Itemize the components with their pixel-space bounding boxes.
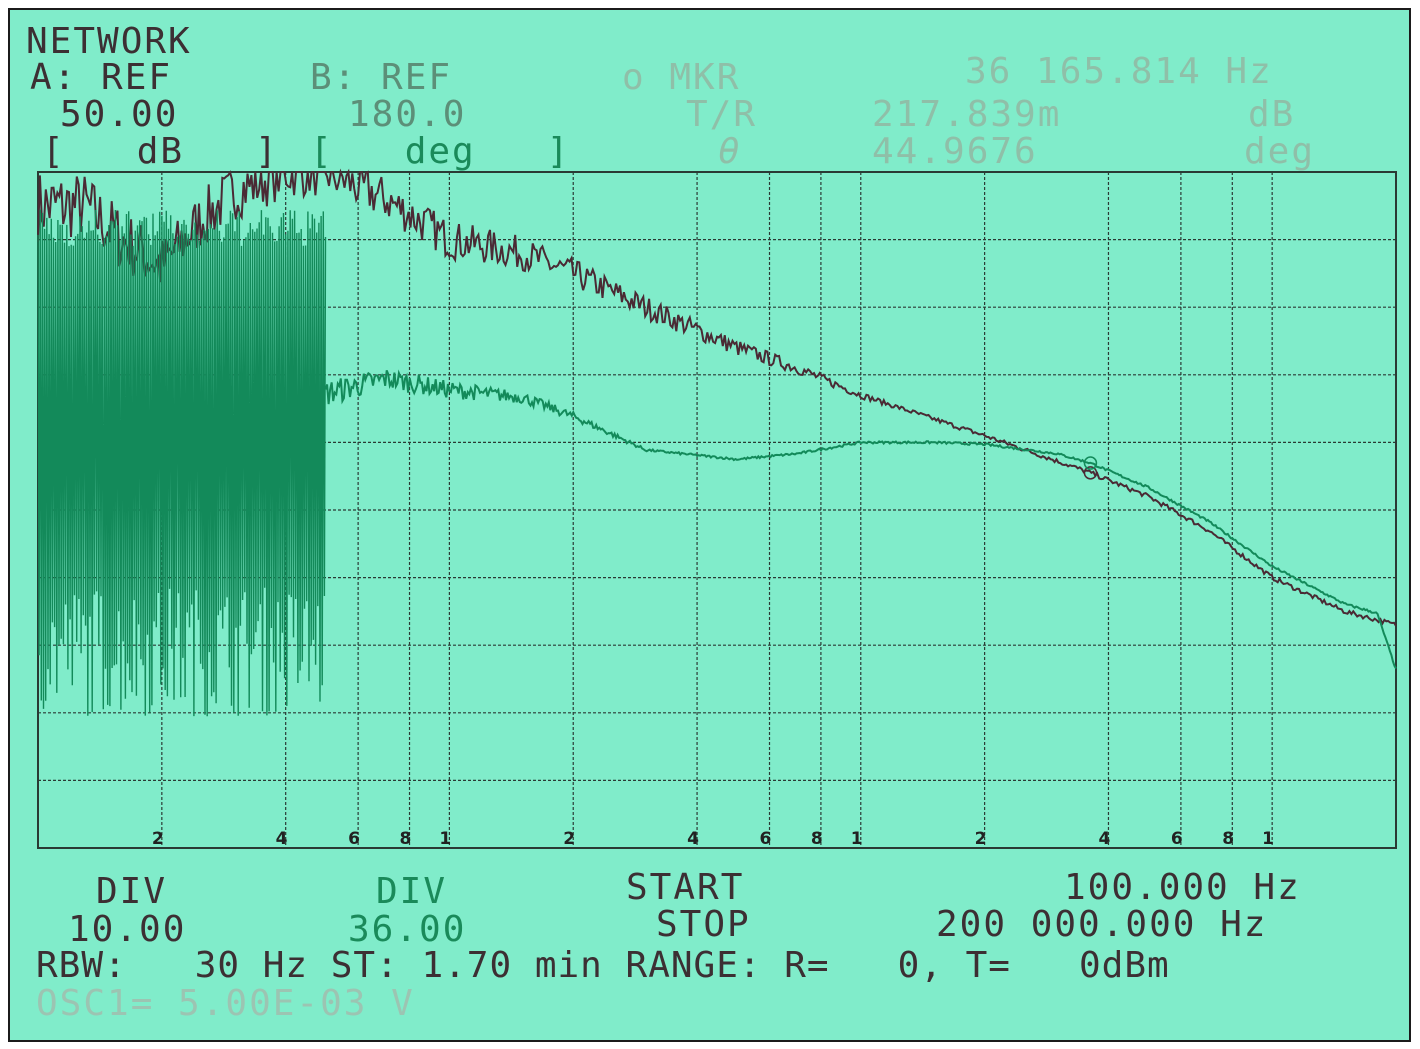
rbw-line: RBW: 30 Hz ST: 1.70 min RANGE: R= 0, T= …: [36, 945, 1170, 986]
x-tick-label: 8: [400, 829, 412, 849]
x-tick-label: 4: [276, 829, 288, 849]
a-ref-label: A: REF: [30, 57, 173, 98]
analyzer-screen: NETWORK A: REF 50.00 [ dB ] B: REF 180.0…: [8, 8, 1411, 1042]
tr-value: 217.839m: [872, 94, 1062, 135]
x-tick-label: 1: [1262, 829, 1274, 849]
start-label: START: [626, 867, 745, 908]
x-tick-label: 1: [851, 829, 863, 849]
div-b-label: DIV: [376, 871, 448, 912]
a-unit: [ dB ]: [42, 131, 279, 172]
stop-label: STOP: [656, 904, 751, 945]
div-a-value: 10.00: [68, 909, 187, 950]
b-unit: [ deg ]: [310, 131, 571, 172]
x-tick-label: 6: [348, 829, 360, 849]
marker-point: [1083, 456, 1098, 470]
marker-freq: 36 165.814 Hz: [965, 51, 1273, 92]
start-value: 100.000 Hz: [1064, 867, 1301, 908]
x-tick-label: 2: [152, 829, 164, 849]
trace-b: [37, 209, 1397, 717]
x-tick-label: 4: [1098, 829, 1110, 849]
tr-label: T/R: [686, 94, 758, 135]
trace-a: [37, 168, 1397, 627]
a-ref-value: 50.00: [60, 94, 179, 135]
theta-label: θ: [718, 131, 742, 172]
theta-unit: deg: [1244, 131, 1316, 172]
b-ref-value: 180.0: [348, 94, 467, 135]
theta-value: 44.9676: [872, 131, 1038, 172]
mode-label: NETWORK: [26, 21, 192, 62]
div-a-label: DIV: [96, 871, 168, 912]
x-tick-labels: 2 4 6 8 1 2 4 6 8 1 2 4 6 8 1: [152, 829, 1274, 849]
x-tick-label: 8: [1222, 829, 1234, 849]
tr-unit: dB: [1248, 94, 1296, 135]
bode-plot: 2 4 6 8 1 2 4 6 8 1 2 4 6 8 1: [37, 168, 1397, 849]
x-tick-label: 1: [439, 829, 451, 849]
osc-line: OSC1= 5.00E-03 V: [36, 983, 415, 1024]
stop-value: 200 000.000 Hz: [936, 904, 1268, 945]
x-tick-label: 4: [687, 829, 699, 849]
x-tick-label: 6: [1171, 829, 1183, 849]
x-tick-label: 2: [563, 829, 575, 849]
trace-a-line: [37, 168, 1397, 627]
marker-point: [1083, 466, 1098, 480]
marker-label: o MKR: [622, 57, 741, 98]
x-tick-label: 2: [975, 829, 987, 849]
traces: [37, 168, 1397, 717]
x-tick-label: 8: [811, 829, 823, 849]
x-tick-label: 6: [760, 829, 772, 849]
trace-b-line: [324, 369, 1397, 670]
b-ref-label: B: REF: [310, 57, 453, 98]
trace-b-wrap: [37, 209, 327, 717]
div-b-value: 36.00: [348, 909, 467, 950]
